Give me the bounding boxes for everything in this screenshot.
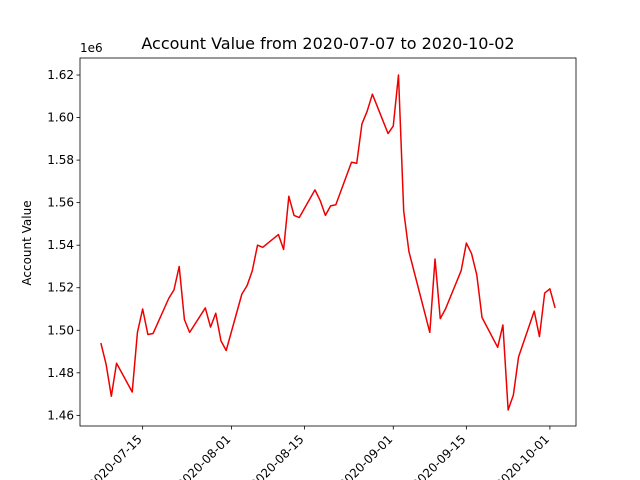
x-tick-label: 2020-07-15 <box>86 432 145 480</box>
x-tick-label: 2020-10-01 <box>493 432 552 480</box>
chart-title: Account Value from 2020-07-07 to 2020-10… <box>141 34 514 53</box>
y-tick-label: 1.56 <box>47 196 74 210</box>
axes-frame <box>79 57 577 427</box>
x-tick-label: 2020-09-01 <box>336 432 395 480</box>
x-tick-label: 2020-09-15 <box>409 432 468 480</box>
x-tick-label: 2020-08-01 <box>174 432 233 480</box>
y-tick-label: 1.52 <box>47 281 74 295</box>
y-tick-label: 1.54 <box>47 238 74 252</box>
x-tick-label: 2020-08-15 <box>247 432 306 480</box>
plot-area: 1.46 1.48 1.50 1.52 1.54 1.56 1.58 1.60 1.62 2020… <box>47 57 577 480</box>
y-axis-offset-text: 1e6 <box>80 41 103 55</box>
y-tick-label: 1.60 <box>47 111 74 125</box>
y-tick-label: 1.48 <box>47 366 74 380</box>
y-axis-label: Account Value <box>20 200 34 285</box>
y-tick-label: 1.58 <box>47 153 74 167</box>
series-line-0 <box>100 74 556 411</box>
y-tick-label: 1.62 <box>47 68 74 82</box>
y-tick-label: 1.50 <box>47 323 74 337</box>
y-tick-label: 1.46 <box>47 408 74 422</box>
